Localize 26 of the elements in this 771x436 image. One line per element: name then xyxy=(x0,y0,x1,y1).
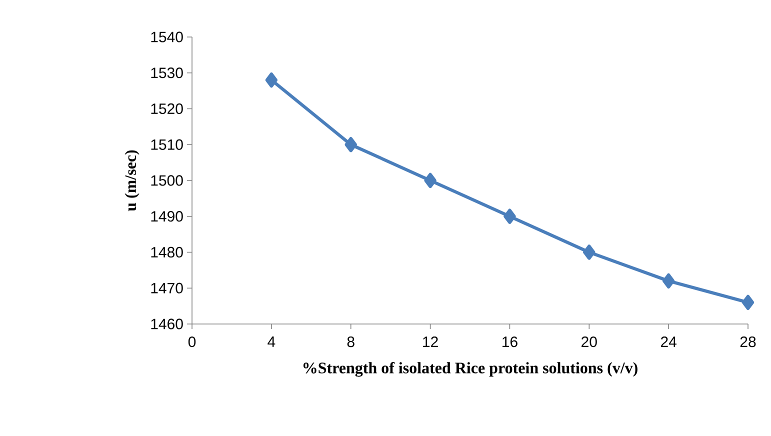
point xyxy=(504,208,516,224)
y-tick-label: 1460 xyxy=(151,318,183,330)
x-tick-label: 12 xyxy=(423,336,438,347)
x-tick-label: 0 xyxy=(188,336,196,348)
y-tick-label: 1500 xyxy=(151,175,183,186)
x-tick-label: 16 xyxy=(502,336,518,348)
y-tick-label: 1480 xyxy=(151,246,183,258)
x-tick-label: 4 xyxy=(268,336,276,347)
point xyxy=(583,244,596,260)
x-axis-title: %Strength of isolated Rice protein solutions (v/v) xyxy=(304,362,638,377)
point xyxy=(265,72,278,88)
x-tick-label: 20 xyxy=(582,336,597,348)
y-axis-title: u (m/sec) xyxy=(124,150,140,212)
y-tick-label: 1540 xyxy=(151,32,183,42)
x-tick-label: 28 xyxy=(740,336,756,348)
y-tick-label: 1530 xyxy=(151,68,183,78)
point xyxy=(344,137,357,152)
point xyxy=(662,273,675,289)
y-tick-label: 1470 xyxy=(151,282,183,294)
point xyxy=(742,294,754,310)
y-tick-label: 1520 xyxy=(151,103,183,114)
y-tick-label: 1490 xyxy=(151,211,183,222)
x-tick-label: 24 xyxy=(660,336,676,347)
y-tick-label: 1510 xyxy=(151,139,183,150)
point xyxy=(424,172,436,188)
x-tick-label: 8 xyxy=(347,336,354,348)
